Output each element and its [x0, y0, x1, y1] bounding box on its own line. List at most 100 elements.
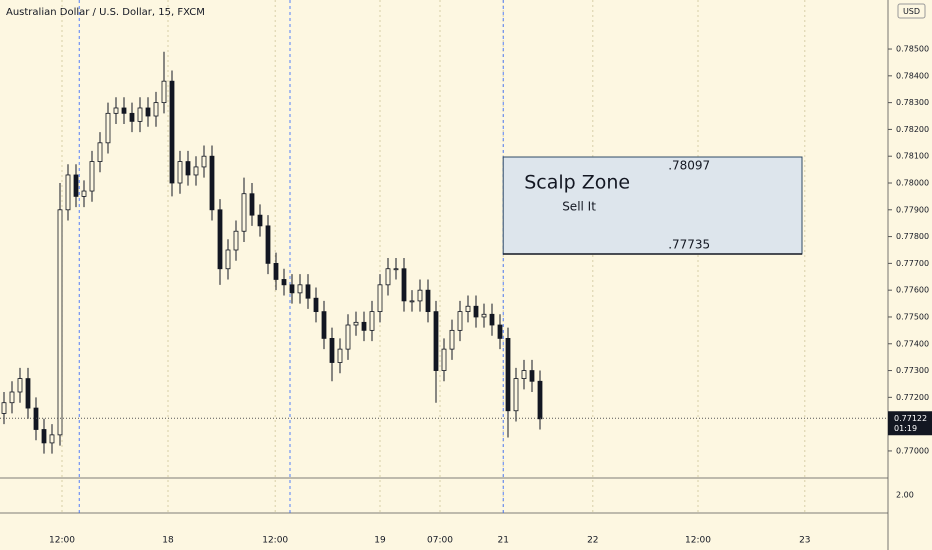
candle-body — [17, 378, 23, 393]
candle-body — [97, 142, 103, 162]
candle-body — [193, 166, 199, 176]
x-tick-label: 12:00 — [262, 536, 288, 546]
candle-body — [217, 209, 223, 270]
last-price-label: 0.77122 — [894, 414, 927, 423]
candle-body — [105, 112, 111, 144]
candle-body — [9, 391, 15, 404]
candle-body — [297, 284, 303, 294]
currency: USD — [903, 7, 920, 16]
candle-body — [505, 338, 511, 412]
candle-body — [209, 155, 215, 211]
y-tick-label: 0.77500 — [896, 312, 929, 321]
candle-body — [305, 284, 311, 299]
y-tick-label: 0.77800 — [896, 232, 929, 241]
zone-title: Scalp Zone — [524, 172, 630, 194]
candle-body — [401, 268, 407, 302]
candle-body — [361, 321, 367, 331]
zone-rect — [502, 156, 803, 255]
candle-body — [417, 289, 423, 302]
candle-body — [81, 190, 87, 197]
x-tick-label: 19 — [374, 536, 386, 546]
candle-body — [337, 348, 343, 363]
candle-body — [273, 262, 279, 280]
x-tick-label: 12:00 — [49, 536, 75, 546]
candle-body — [481, 313, 487, 318]
candle-body — [185, 161, 191, 176]
candle-body — [313, 297, 319, 313]
y-tick-label: 0.77000 — [896, 446, 929, 455]
candle-body — [457, 311, 463, 331]
x-tick-label: 07:00 — [427, 536, 453, 546]
candle-body — [321, 311, 327, 339]
y-tick-label: 0.77300 — [896, 366, 929, 375]
candle-body — [465, 305, 471, 313]
candle-body — [513, 378, 519, 412]
countdown: 01:19 — [894, 424, 917, 433]
x-tick-label: 21 — [497, 536, 508, 546]
candle-body — [385, 268, 391, 286]
candle-body — [537, 380, 543, 420]
candle-body — [89, 161, 95, 192]
candle-body — [113, 107, 119, 114]
candle-body — [529, 370, 535, 382]
y-tick-label: 0.77900 — [896, 205, 929, 214]
candle-body — [257, 214, 263, 227]
candle-body — [345, 324, 351, 350]
x-tick-label: 22 — [587, 536, 598, 546]
zone-top-label: .78097 — [668, 159, 710, 173]
x-tick-label: 18 — [162, 536, 174, 546]
candle-body — [441, 348, 447, 371]
candle-body — [41, 429, 47, 444]
candle-body — [377, 284, 383, 313]
y-tick-label: 0.77700 — [896, 259, 929, 268]
candle-body — [1, 402, 7, 414]
currency-box — [897, 3, 926, 19]
chart-title: Australian Dollar / U.S. Dollar, 15, FXC… — [6, 7, 205, 18]
candle-body — [425, 289, 431, 313]
candle-body — [449, 329, 455, 350]
indicator-tick-label: 2.00 — [896, 491, 914, 500]
zone-bottom-label: .77735 — [668, 238, 710, 252]
y-tick-label: 0.77600 — [896, 286, 929, 295]
candle-body — [201, 155, 207, 168]
last-price-tag — [888, 411, 932, 436]
candle-body — [249, 193, 255, 216]
candle-body — [265, 225, 271, 264]
candle-body — [241, 193, 247, 232]
x-tick-label: 23 — [799, 536, 810, 546]
candle-body — [73, 174, 79, 197]
candle-body — [433, 311, 439, 371]
candle-body — [57, 209, 63, 436]
candle-body — [289, 284, 295, 294]
candle-body — [409, 300, 415, 303]
y-tick-label: 0.78000 — [896, 179, 929, 188]
candle-body — [65, 174, 71, 211]
y-tick-label: 0.78300 — [896, 98, 929, 107]
candle-body — [33, 407, 39, 430]
candle-body — [25, 378, 31, 409]
candle-body — [489, 313, 495, 326]
candle-body — [161, 80, 167, 104]
candle-body — [169, 80, 175, 184]
candle-body — [497, 324, 503, 339]
zone-subtitle: Sell It — [562, 200, 596, 214]
candle-body — [177, 161, 183, 184]
y-tick-label: 0.78200 — [896, 125, 929, 134]
y-tick-label: 0.77400 — [896, 339, 929, 348]
candle-body — [121, 107, 127, 114]
candle-body — [145, 107, 151, 117]
candle-body — [153, 102, 159, 117]
candle-body — [137, 107, 143, 122]
y-tick-label: 0.78500 — [896, 45, 929, 54]
candle-body — [329, 338, 335, 363]
candle-body — [369, 311, 375, 331]
candle-body — [393, 268, 399, 271]
y-tick-label: 0.77200 — [896, 393, 929, 402]
y-tick-label: 0.78400 — [896, 71, 929, 80]
candle-body — [521, 370, 527, 379]
y-tick-label: 0.78100 — [896, 152, 929, 161]
candle-body — [49, 434, 55, 444]
candle-body — [473, 305, 479, 318]
